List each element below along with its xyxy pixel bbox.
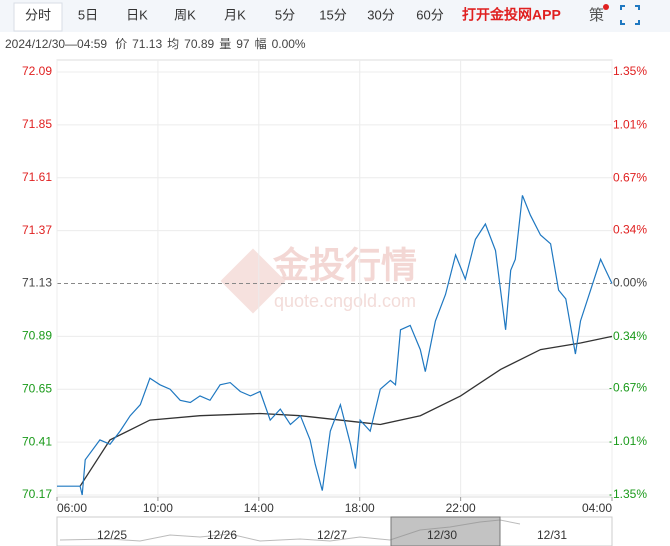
- tab[interactable]: 分时: [25, 7, 51, 22]
- tab[interactable]: 60分: [416, 7, 443, 22]
- navigator-window[interactable]: [390, 516, 501, 546]
- info-item: 0.00%: [272, 37, 306, 51]
- tab-bar: [0, 0, 670, 32]
- y2-tick-label: -1.01%: [609, 434, 647, 448]
- info-item: 量: [219, 37, 231, 51]
- y2-tick-label: 0.00%: [613, 276, 647, 290]
- tab[interactable]: 30分: [367, 7, 394, 22]
- y2-tick-label: -1.35%: [609, 487, 647, 501]
- navigator-date: 12/27: [317, 528, 347, 542]
- x-tick-label: 22:00: [446, 501, 476, 515]
- app-link[interactable]: 打开金投网APP: [462, 7, 561, 23]
- active-tab: [13, 2, 63, 32]
- y-tick-label: 70.65: [22, 381, 52, 395]
- navigator-date: 12/25: [97, 528, 127, 542]
- y2-tick-label: 1.01%: [613, 117, 647, 131]
- notice-dot: [603, 4, 609, 10]
- x-tick-label: 18:00: [345, 501, 375, 515]
- y-tick-label: 72.09: [22, 64, 52, 78]
- info-item: 97: [236, 37, 250, 51]
- tab[interactable]: 15分: [319, 7, 346, 22]
- y2-tick-label: 0.34%: [613, 222, 647, 236]
- x-tick-label: 06:00: [57, 501, 87, 515]
- x-tick-label: 10:00: [143, 501, 173, 515]
- navigator[interactable]: [56, 516, 613, 546]
- x-tick-label: 04:00: [582, 501, 612, 515]
- x-tick-label: 14:00: [244, 501, 274, 515]
- average-line: [79, 335, 613, 487]
- y-tick-label: 70.17: [22, 487, 52, 501]
- y-tick-label: 71.61: [22, 170, 52, 184]
- info-item: 价: [115, 37, 127, 51]
- y2-tick-label: -0.34%: [609, 329, 647, 343]
- info-item: 2024/12/30—04:59: [5, 37, 107, 51]
- y-tick-label: 71.37: [22, 223, 52, 237]
- y-tick-label: 70.41: [22, 434, 52, 448]
- tab[interactable]: 日K: [126, 7, 148, 22]
- tab[interactable]: 周K: [174, 7, 196, 22]
- info-item: 幅: [255, 36, 267, 51]
- y-tick-label: 71.13: [22, 276, 52, 290]
- tab[interactable]: 5分: [275, 7, 295, 22]
- y2-tick-label: 0.67%: [613, 171, 647, 185]
- navigator-date: 12/30: [427, 528, 457, 542]
- y2-tick-label: 1.35%: [613, 64, 647, 78]
- navigator-date: 12/26: [207, 528, 237, 542]
- y-tick-label: 70.89: [22, 329, 52, 343]
- watermark-logo: [220, 248, 286, 314]
- y-tick-label: 71.85: [22, 117, 52, 131]
- y2-tick-label: -0.67%: [609, 381, 647, 395]
- navigator-date: 12/31: [537, 528, 567, 542]
- price-line: [57, 195, 613, 496]
- tab[interactable]: 5日: [78, 7, 98, 22]
- info-item: 71.13: [132, 37, 162, 51]
- fullscreen-button[interactable]: [620, 5, 640, 25]
- watermark-brand: 金投行情: [272, 245, 417, 286]
- watermark-site: quote.cngold.com: [274, 291, 416, 311]
- info-item: 均: [167, 37, 179, 51]
- info-item: 70.89: [184, 37, 214, 51]
- strategy-button[interactable]: 策: [589, 7, 604, 24]
- tab[interactable]: 月K: [224, 7, 246, 22]
